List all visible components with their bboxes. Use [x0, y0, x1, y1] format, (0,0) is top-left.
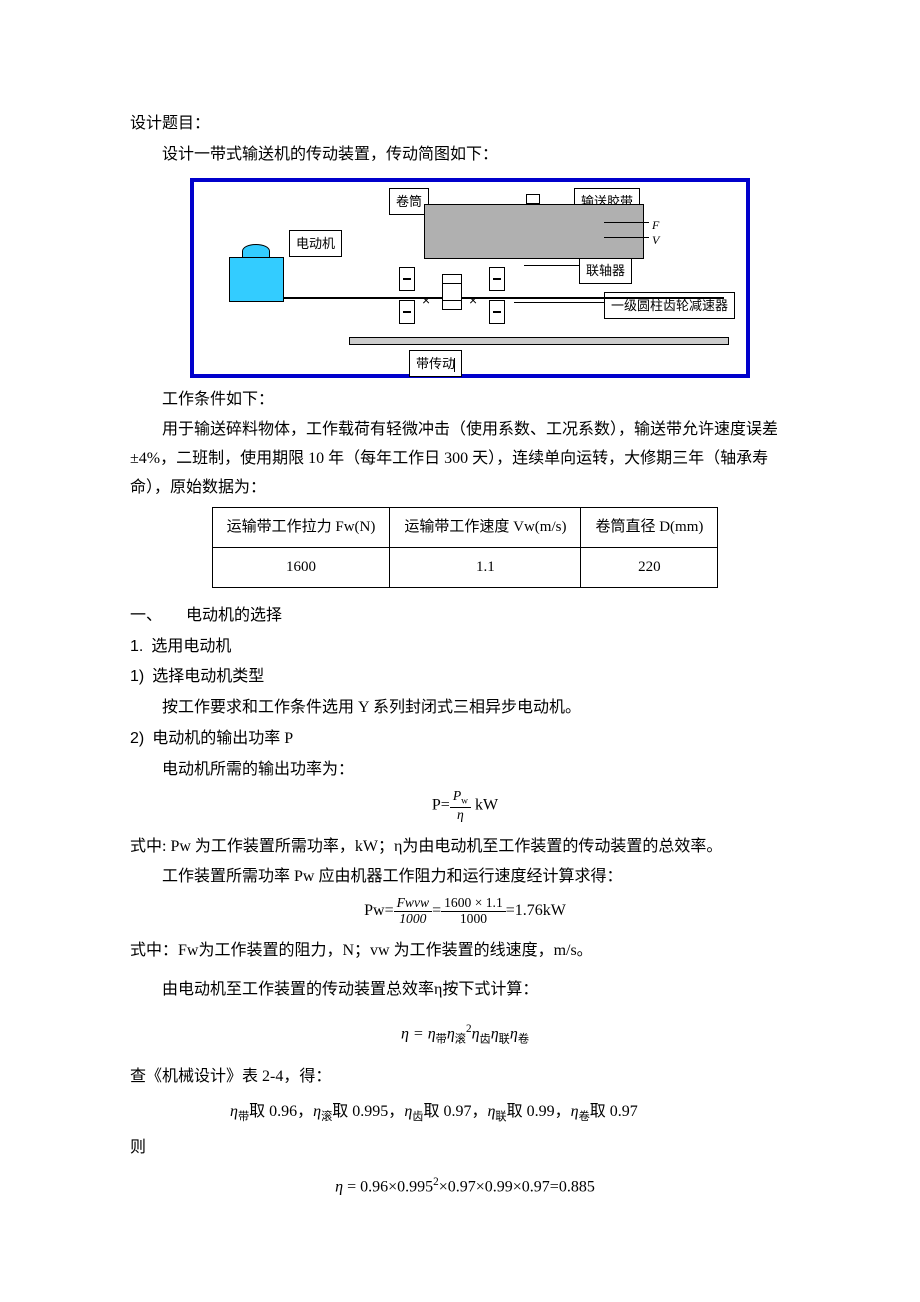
conditions-text: 用于输送碎料物体，工作载荷有轻微冲击（使用系数、工况系数），输送带允许速度误差±… — [130, 416, 800, 502]
parameters-table: 运输带工作拉力 Fw(N) 运输带工作速度 Vw(m/s) 卷筒直径 D(mm)… — [212, 507, 719, 588]
label-v: V — [652, 230, 659, 252]
lookup-text: 查《机械设计》表 2-4，得： — [130, 1063, 800, 1092]
bearing-1 — [399, 267, 415, 291]
x-mark-1: × — [422, 288, 430, 313]
formula-p-num: P — [453, 788, 461, 803]
x-mark-2: × — [469, 288, 477, 313]
eta-formula: η = η带η滚2η齿η联η卷 — [130, 1019, 800, 1050]
pw-num1: Fwvw — [394, 896, 432, 912]
conditions-heading: 工作条件如下： — [130, 386, 800, 415]
label-coupling: 联轴器 — [579, 257, 632, 284]
pw-den2: 1000 — [441, 912, 506, 927]
item-1-1-text: 选择电动机类型 — [152, 668, 264, 685]
explain-p: 式中: Pw 为工作装置所需功率，kW；η为由电动机至工作装置的传动装置的总效率… — [130, 833, 800, 862]
explain-fw: 式中：Fw为工作装置的阻力，N；vw 为工作装置的线速度，m/s。 — [130, 937, 800, 966]
td-diameter: 220 — [581, 547, 718, 587]
section-1-heading: 一、 电动机的选择 — [130, 602, 800, 631]
design-title: 设计题目： — [130, 110, 800, 139]
table-header-row: 运输带工作拉力 Fw(N) 运输带工作速度 Vw(m/s) 卷筒直径 D(mm) — [212, 507, 718, 547]
th-force: 运输带工作拉力 Fw(N) — [212, 507, 390, 547]
belt-drive-shape — [349, 337, 729, 345]
table-data-row: 1600 1.1 220 — [212, 547, 718, 587]
item-1-2-text: 电动机的输出功率 P — [152, 730, 293, 747]
th-speed: 运输带工作速度 Vw(m/s) — [390, 507, 581, 547]
item-1-text: 选用电动机 — [151, 638, 231, 655]
diagram-container: 卷筒 输送胶带 电动机 联轴器 一级圆柱齿轮减速器 带传动 F V × × — [190, 178, 750, 378]
gear-shape — [442, 274, 462, 310]
arrow-v — [604, 237, 649, 238]
bearing-2 — [489, 267, 505, 291]
pw-den1: 1000 — [394, 912, 432, 927]
leader-gearbox — [514, 302, 604, 303]
item-1-1: 1) 选择电动机类型 — [130, 663, 800, 692]
eta-intro: 由电动机至工作装置的传动装置总效率η按下式计算： — [130, 976, 800, 1005]
td-force: 1600 — [212, 547, 390, 587]
pw-eq: = — [432, 902, 441, 919]
formula-p-numsub: w — [461, 796, 468, 806]
transmission-diagram: 卷筒 输送胶带 电动机 联轴器 一级圆柱齿轮减速器 带传动 F V × × — [190, 178, 750, 378]
td-speed: 1.1 — [390, 547, 581, 587]
bearing-4 — [489, 300, 505, 324]
formula-p-unit: kW — [471, 796, 498, 813]
drum-axis-shape — [526, 194, 540, 204]
intro-text: 设计一带式输送机的传动装置，传动简图如下： — [130, 141, 800, 170]
leader-belt-drive — [454, 358, 455, 372]
motor-shape — [229, 257, 284, 302]
formula-p-den: η — [450, 808, 471, 823]
formula-p-lhs: P= — [432, 796, 450, 813]
item-1-2-body: 电动机所需的输出功率为： — [130, 756, 800, 785]
formula-pw: Pw=Fwvw1000=1600 × 1.11000=1.76kW — [130, 896, 800, 927]
num-1-1: 1) — [130, 668, 144, 685]
shaft-line — [284, 297, 724, 299]
formula-p: P=Pwη kW — [130, 789, 800, 823]
conveyor-shape — [424, 204, 644, 259]
eta-calc: η = 0.96×0.9952×0.97×0.99×0.97=0.885 — [130, 1172, 800, 1202]
item-1-1-body: 按工作要求和工作条件选用 Y 系列封闭式三相异步电动机。 — [130, 694, 800, 723]
then-text: 则 — [130, 1134, 800, 1163]
label-motor: 电动机 — [289, 230, 342, 257]
item-1: 1. 选用电动机 — [130, 633, 800, 662]
num-1-2: 2) — [130, 730, 144, 747]
motor-top-shape — [242, 244, 270, 258]
item-1-2: 2) 电动机的输出功率 P — [130, 725, 800, 754]
pw-lhs: Pw= — [364, 902, 393, 919]
leader-coupling — [524, 265, 579, 266]
pw-num2: 1600 × 1.1 — [441, 896, 506, 912]
arrow-f — [604, 222, 649, 223]
pw-result: =1.76kW — [506, 902, 566, 919]
th-diameter: 卷筒直径 D(mm) — [581, 507, 718, 547]
bearing-3 — [399, 300, 415, 324]
eta-values: η带取 0.96，η滚取 0.995，η齿取 0.97，η联取 0.99，η卷取… — [130, 1098, 800, 1127]
num-1: 1. — [130, 638, 143, 655]
label-drum: 卷筒 — [389, 188, 429, 215]
pw-intro: 工作装置所需功率 Pw 应由机器工作阻力和运行速度经计算求得： — [130, 863, 800, 892]
